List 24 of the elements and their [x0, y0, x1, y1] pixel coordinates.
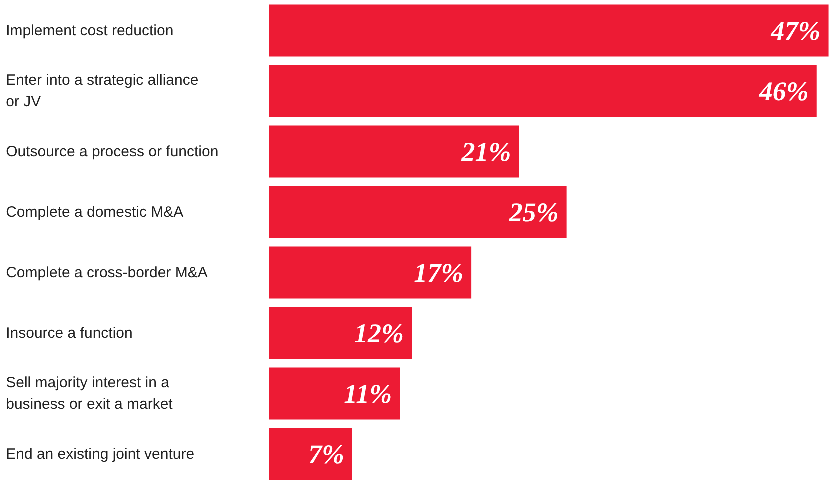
bar — [269, 428, 352, 480]
data-label: 12% — [354, 318, 404, 348]
bar — [269, 307, 412, 360]
y-tick-label: Insource a function — [6, 324, 133, 342]
bar — [269, 186, 567, 238]
bar — [269, 246, 472, 299]
data-label: 7% — [308, 439, 344, 470]
y-tick-label: Implement cost reduction — [6, 22, 174, 40]
y-tick-label: Enter into a strategic alliance or JV — [6, 72, 199, 111]
y-tick-label: Complete a domestic M&A — [6, 204, 184, 221]
data-label: 25% — [508, 197, 559, 228]
y-tick-label: Outsource a process or function — [6, 143, 219, 160]
y-tick-label: Complete a cross-border M&A — [6, 264, 208, 282]
bar — [269, 126, 520, 178]
y-tick-label: Sell majority interest in a business or exit a market — [6, 374, 174, 414]
bar — [269, 368, 400, 420]
data-label: 47% — [770, 16, 821, 46]
bar — [269, 4, 829, 57]
data-label: 46% — [758, 76, 809, 106]
data-label: 17% — [414, 258, 464, 288]
y-tick-label: End an existing joint venture — [6, 446, 195, 463]
bar — [269, 65, 817, 118]
data-label: 21% — [460, 136, 512, 167]
data-label: 11% — [344, 378, 392, 409]
